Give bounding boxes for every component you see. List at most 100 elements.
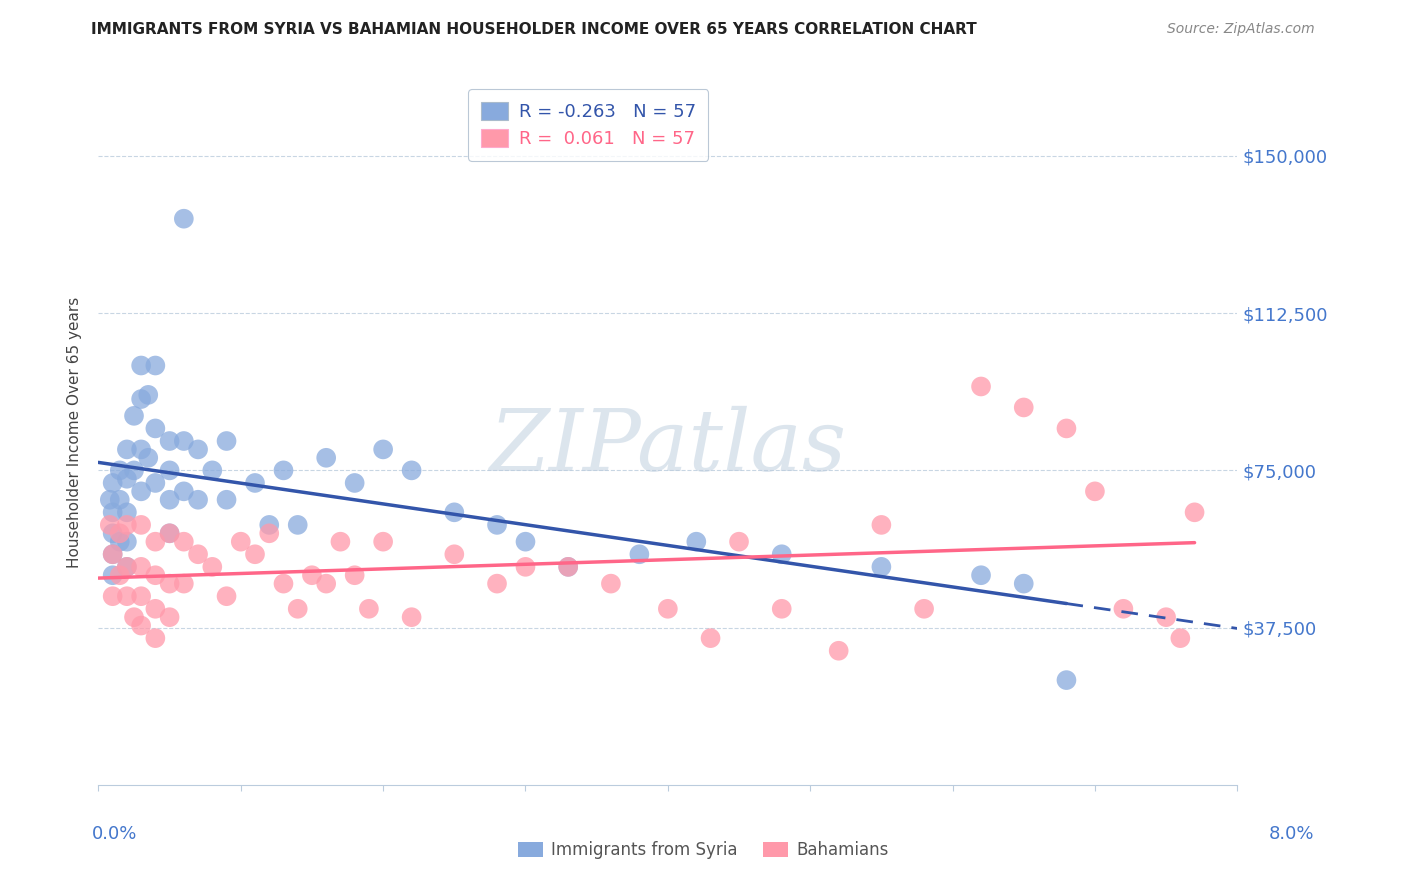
Point [145, 359, 167, 373]
Point [159, 576, 181, 591]
Point [129, 359, 152, 373]
Point [129, 589, 152, 603]
Point [115, 559, 138, 574]
Point [98, 517, 121, 532]
Point [108, 492, 131, 507]
Point [912, 601, 935, 615]
Point [486, 517, 509, 532]
Point [159, 463, 181, 477]
Point [343, 568, 366, 582]
Point [443, 505, 465, 519]
Point [115, 505, 138, 519]
Point [770, 601, 793, 615]
Point [1012, 576, 1035, 591]
Point [129, 517, 152, 532]
Point [315, 450, 337, 465]
Point [343, 475, 366, 490]
Point [101, 568, 124, 582]
Point [1084, 484, 1107, 499]
Point [145, 568, 167, 582]
Point [136, 450, 159, 465]
Point [101, 547, 124, 561]
Text: IMMIGRANTS FROM SYRIA VS BAHAMIAN HOUSEHOLDER INCOME OVER 65 YEARS CORRELATION C: IMMIGRANTS FROM SYRIA VS BAHAMIAN HOUSEH… [91, 22, 977, 37]
Point [515, 534, 537, 549]
Point [1154, 610, 1177, 624]
Point [371, 442, 394, 457]
Point [173, 434, 195, 448]
Point [770, 547, 793, 561]
Point [129, 392, 152, 406]
Point [187, 547, 209, 561]
Point [115, 517, 138, 532]
Point [259, 526, 281, 541]
Point [443, 547, 465, 561]
Point [101, 547, 124, 561]
Point [557, 559, 579, 574]
Point [129, 442, 152, 457]
Point [98, 492, 121, 507]
Point [657, 601, 679, 615]
Point [970, 568, 993, 582]
Point [122, 610, 145, 624]
Point [159, 526, 181, 541]
Point [145, 421, 167, 435]
Point [273, 463, 295, 477]
Point [145, 534, 167, 549]
Point [215, 434, 238, 448]
Point [122, 409, 145, 423]
Point [101, 526, 124, 541]
Point [1170, 631, 1192, 645]
Point [1184, 505, 1206, 519]
Point [173, 211, 195, 226]
Point [108, 463, 131, 477]
Point [115, 534, 138, 549]
Point [173, 484, 195, 499]
Point [870, 517, 893, 532]
Point [401, 610, 423, 624]
Point [828, 644, 851, 658]
Point [159, 434, 181, 448]
Point [173, 534, 195, 549]
Point [129, 484, 152, 499]
Point [486, 576, 509, 591]
Point [201, 463, 224, 477]
Point [115, 589, 138, 603]
Text: 0.0%: 0.0% [91, 825, 136, 843]
Point [115, 559, 138, 574]
Point [159, 610, 181, 624]
Point [129, 618, 152, 632]
Point [870, 559, 893, 574]
Y-axis label: Householder Income Over 65 years: Householder Income Over 65 years [67, 297, 83, 568]
Point [728, 534, 751, 549]
Point [108, 526, 131, 541]
Point [1012, 401, 1035, 415]
Point [201, 559, 224, 574]
Point [243, 475, 266, 490]
Point [357, 601, 380, 615]
Point [1056, 673, 1078, 687]
Text: Source: ZipAtlas.com: Source: ZipAtlas.com [1167, 22, 1315, 37]
Point [145, 601, 167, 615]
Point [1112, 601, 1135, 615]
Point [628, 547, 651, 561]
Point [187, 492, 209, 507]
Point [685, 534, 707, 549]
Text: ZIPatlas: ZIPatlas [489, 405, 846, 488]
Point [115, 472, 138, 486]
Point [145, 475, 167, 490]
Point [101, 505, 124, 519]
Point [101, 475, 124, 490]
Point [122, 463, 145, 477]
Point [315, 576, 337, 591]
Point [329, 534, 352, 549]
Point [187, 442, 209, 457]
Point [215, 492, 238, 507]
Text: 8.0%: 8.0% [1270, 825, 1315, 843]
Point [401, 463, 423, 477]
Point [145, 631, 167, 645]
Legend: R = -0.263   N = 57, R =  0.061   N = 57: R = -0.263 N = 57, R = 0.061 N = 57 [468, 89, 709, 161]
Point [259, 517, 281, 532]
Point [557, 559, 579, 574]
Point [243, 547, 266, 561]
Point [273, 576, 295, 591]
